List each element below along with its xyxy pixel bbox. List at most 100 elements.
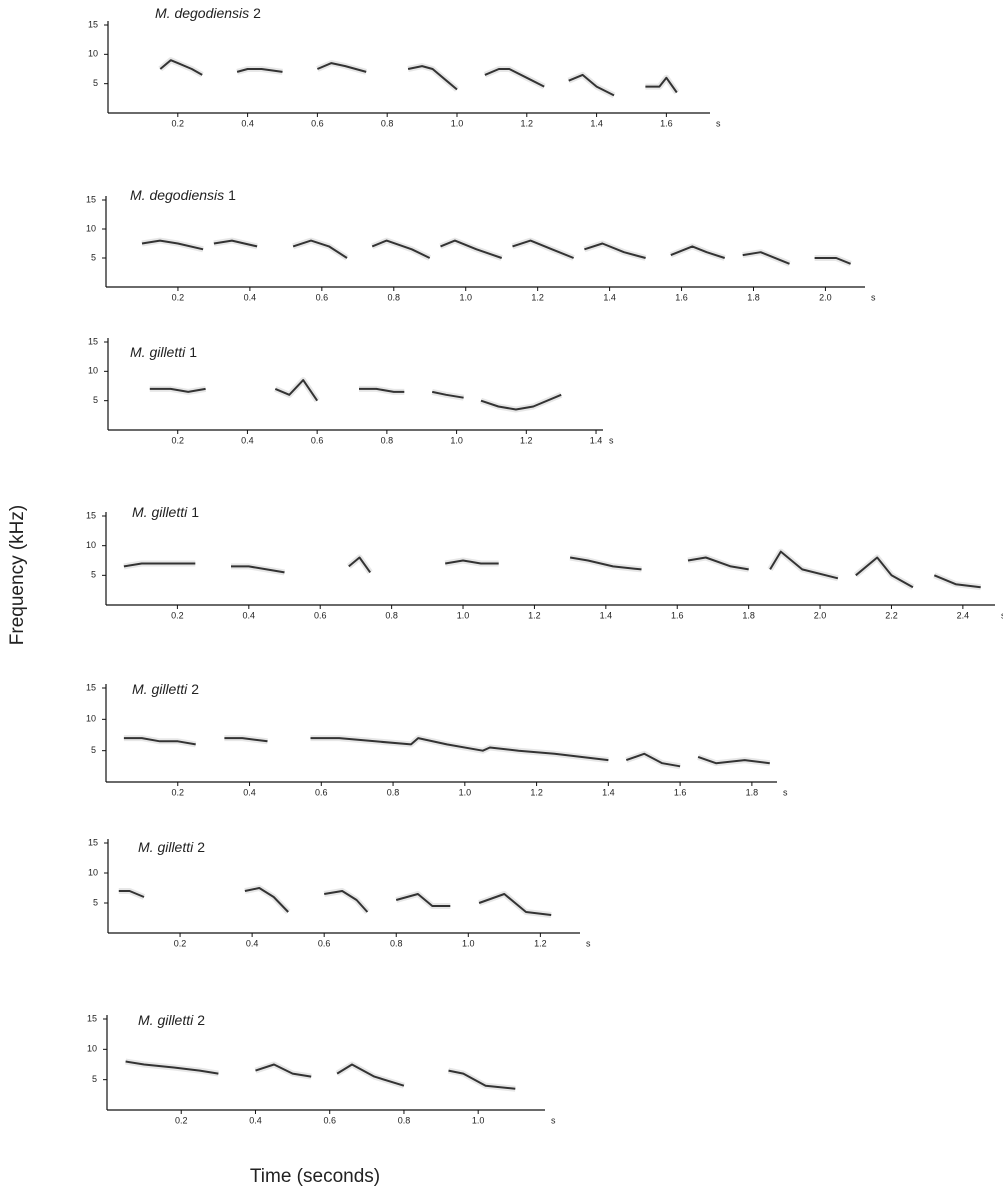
recording-number: 1 (189, 344, 197, 360)
x-tick-label: 2.4 (957, 610, 970, 620)
x-tick-label: 1.0 (450, 435, 463, 445)
y-tick-label: 5 (91, 570, 96, 580)
x-tick-label: 1.4 (590, 435, 603, 445)
x-tick-label: 0.8 (387, 787, 400, 797)
x-unit: s (783, 787, 788, 797)
x-tick-label: 1.0 (451, 118, 464, 128)
x-tick-label: 0.2 (171, 435, 184, 445)
x-tick-label: 0.2 (175, 1115, 188, 1125)
y-tick-label: 15 (88, 19, 98, 29)
panel-title: M. gilletti 2 (138, 1012, 205, 1028)
x-tick-label: 0.4 (249, 1115, 262, 1125)
recording-number: 2 (253, 5, 261, 21)
x-tick-label: 1.4 (603, 292, 616, 302)
x-tick-label: 0.6 (318, 938, 331, 948)
y-tick-label: 15 (88, 837, 98, 847)
x-tick-label: 0.4 (243, 787, 256, 797)
call-smear (149, 377, 563, 413)
x-unit: s (871, 292, 876, 302)
panel-title: M. degodiensis 1 (130, 187, 236, 203)
x-tick-label: 0.4 (246, 938, 259, 948)
call-contour (123, 737, 770, 768)
x-tick-label: 0.2 (172, 118, 185, 128)
species-name: M. degodiensis (155, 5, 249, 21)
recording-number: 2 (197, 839, 205, 855)
y-tick-label: 10 (88, 49, 98, 59)
y-tick-label: 5 (93, 395, 98, 405)
x-tick-label: 2.2 (885, 610, 898, 620)
x-axis-label: Time (seconds) (250, 1166, 380, 1187)
y-tick-label: 15 (86, 510, 96, 520)
y-tick-label: 5 (93, 897, 98, 907)
species-name: M. gilletti (138, 1012, 194, 1028)
y-tick-label: 15 (86, 682, 96, 692)
x-tick-label: 0.8 (381, 118, 394, 128)
x-tick-label: 0.8 (388, 292, 401, 302)
x-tick-label: 0.4 (241, 435, 254, 445)
x-tick-label: 1.6 (675, 292, 688, 302)
y-tick-label: 15 (88, 336, 98, 346)
x-tick-label: 0.6 (314, 610, 327, 620)
x-tick-label: 1.0 (462, 938, 475, 948)
x-tick-label: 1.2 (521, 118, 534, 128)
x-tick-label: 0.2 (174, 938, 187, 948)
y-tick-label: 10 (87, 1044, 97, 1054)
x-tick-label: 1.2 (531, 292, 544, 302)
call-smear (123, 735, 771, 770)
call-smear (158, 57, 680, 99)
panel-title: M. gilletti 1 (132, 504, 199, 520)
x-tick-label: 1.4 (602, 787, 615, 797)
x-tick-label: 0.8 (398, 1115, 411, 1125)
y-tick-label: 10 (88, 366, 98, 376)
x-tick-label: 1.0 (472, 1115, 485, 1125)
call-contour (125, 1060, 516, 1090)
x-tick-label: 1.2 (528, 610, 541, 620)
x-tick-label: 0.4 (244, 292, 257, 302)
x-tick-label: 0.4 (243, 610, 256, 620)
x-tick-label: 1.6 (674, 787, 687, 797)
y-tick-label: 15 (86, 194, 96, 204)
x-unit: s (1001, 610, 1003, 620)
species-name: M. gilletti (130, 344, 186, 360)
x-tick-label: 0.6 (311, 118, 324, 128)
y-tick-label: 5 (93, 78, 98, 88)
species-name: M. degodiensis (130, 187, 224, 203)
panel-title: M. degodiensis 2 (155, 5, 261, 21)
x-tick-label: 1.0 (459, 787, 472, 797)
x-tick-label: 0.6 (316, 292, 329, 302)
recording-number: 1 (228, 187, 236, 203)
call-smear (125, 1058, 516, 1092)
y-axis-label: Frequency (kHz) (7, 505, 28, 645)
y-tick-label: 5 (92, 1074, 97, 1084)
x-tick-label: 2.0 (814, 610, 827, 620)
call-contour (141, 239, 851, 265)
call-contour (149, 379, 562, 411)
x-tick-label: 1.2 (530, 787, 543, 797)
panel-title: M. gilletti 2 (138, 839, 205, 855)
y-tick-label: 5 (91, 252, 96, 262)
x-tick-label: 0.4 (241, 118, 254, 128)
x-tick-label: 1.4 (600, 610, 613, 620)
y-tick-label: 15 (87, 1013, 97, 1023)
x-tick-label: 1.8 (746, 787, 759, 797)
recording-number: 2 (191, 681, 199, 697)
y-tick-label: 5 (91, 745, 96, 755)
recording-number: 1 (191, 504, 199, 520)
x-tick-label: 0.2 (172, 787, 185, 797)
x-tick-label: 1.2 (520, 435, 533, 445)
x-tick-label: 0.6 (323, 1115, 336, 1125)
species-name: M. gilletti (138, 839, 194, 855)
x-tick-label: 0.8 (385, 610, 398, 620)
x-tick-label: 0.6 (315, 787, 328, 797)
x-unit: s (716, 118, 721, 128)
x-tick-label: 0.8 (390, 938, 403, 948)
species-name: M. gilletti (132, 681, 188, 697)
x-unit: s (586, 938, 591, 948)
x-tick-label: 1.0 (457, 610, 470, 620)
x-tick-label: 2.0 (819, 292, 832, 302)
x-tick-label: 0.6 (311, 435, 324, 445)
x-tick-label: 1.6 (660, 118, 673, 128)
x-tick-label: 1.8 (742, 610, 755, 620)
call-smear (123, 548, 982, 591)
